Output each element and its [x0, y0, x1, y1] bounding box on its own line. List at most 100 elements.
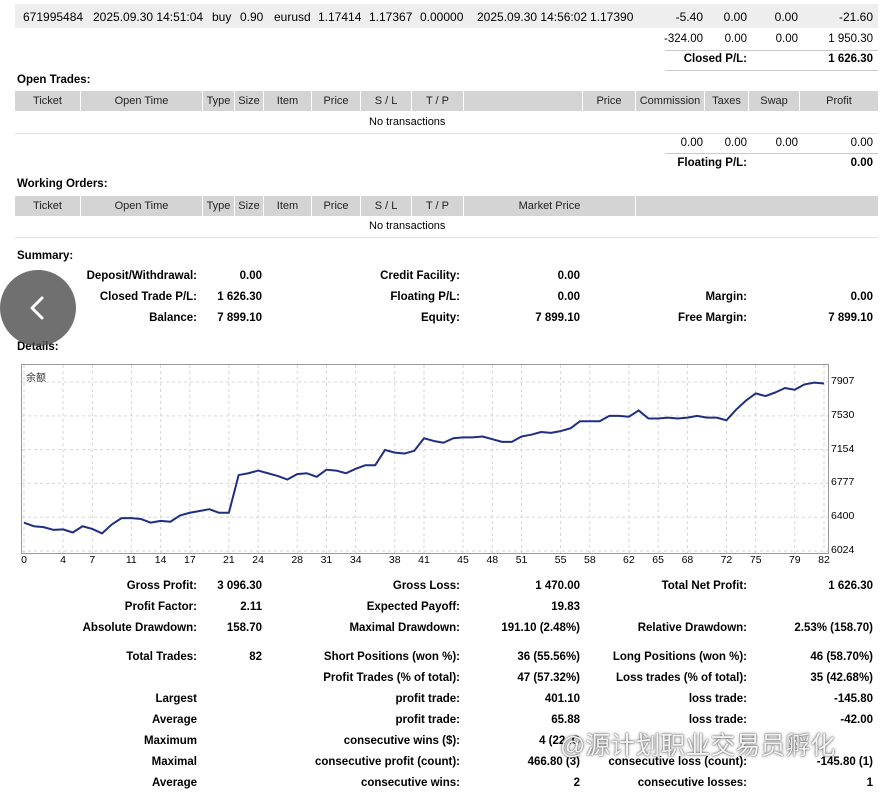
stat-label: Total Net Profit: [661, 580, 747, 592]
stat-label: consecutive loss (count): [608, 756, 747, 768]
working-orders-empty: No transactions [369, 220, 446, 232]
tp-cell: 0.00000 [420, 10, 464, 24]
stat-value: 3 096.30 [217, 580, 262, 592]
commission-cell: -5.40 [675, 10, 703, 24]
y-tick-label: 7530 [831, 408, 855, 421]
stat-value: 2 [573, 777, 580, 789]
col-blank [464, 91, 583, 111]
price-cell: 1.17414 [318, 10, 362, 24]
divider [665, 50, 878, 51]
balance-chart-svg [22, 365, 828, 553]
col-swap: Swap [749, 91, 800, 111]
closed-trade-pl-value: 1 626.30 [217, 291, 262, 303]
divider [665, 70, 878, 71]
stat-label: Profit Factor: [124, 601, 197, 613]
closed-total-commission: -324.00 [663, 33, 703, 45]
margin-value: 0.00 [850, 291, 873, 303]
stat-label: consecutive profit (count): [314, 756, 460, 768]
working-orders-header: Ticket Open Time Type Size Item Price S … [15, 196, 878, 216]
balance-label: Balance: [149, 312, 197, 324]
size-cell: 0.90 [240, 10, 264, 24]
x-tick-label: 75 [749, 554, 762, 566]
open-trades-header: Ticket Open Time Type Size Item Price S … [15, 91, 878, 111]
open-floating-value: 0.00 [850, 157, 873, 169]
col-price: Price [312, 91, 361, 111]
stat-value: -145.80 (1) [816, 756, 873, 768]
col-tp: T / P [412, 196, 464, 216]
margin-label: Margin: [705, 291, 747, 303]
col-profit: Profit [826, 95, 852, 107]
x-tick-label: 55 [554, 554, 567, 566]
stat-label: profit trade: [395, 693, 460, 705]
col-type: Type [203, 91, 235, 111]
stat-value: 47 (57.32%) [517, 672, 580, 684]
stat-label: Long Positions (won %): [612, 651, 747, 663]
col-open-time: Open Time [81, 196, 203, 216]
col-blank [636, 196, 878, 216]
col-ticket: Ticket [15, 91, 81, 111]
close-time-cell: 2025.09.30 14:56:02 [477, 10, 588, 24]
open-total-swap: 0.00 [775, 137, 798, 149]
x-tick-label: 79 [788, 554, 801, 566]
deposit-label: Deposit/Withdrawal: [86, 270, 197, 282]
close-price-cell: 1.17390 [590, 10, 634, 24]
x-tick-label: 4 [60, 554, 66, 566]
closed-pl-label: Closed P/L: [683, 53, 747, 65]
open-trades-empty: No transactions [369, 116, 446, 128]
x-tick-label: 17 [184, 554, 196, 566]
x-tick-label: 65 [652, 554, 664, 566]
col-type: Type [203, 196, 235, 216]
open-total-taxes: 0.00 [724, 137, 747, 149]
free-margin-value: 7 899.10 [828, 312, 873, 324]
sl-cell: 1.17367 [369, 10, 413, 24]
divider [15, 237, 878, 238]
stat-label: Gross Profit: [126, 580, 197, 592]
open-trades-title: Open Trades: [17, 74, 91, 86]
chart-title: 余额 [26, 373, 46, 384]
y-tick-label: 7154 [831, 442, 855, 455]
col-open-time: Open Time [81, 91, 203, 111]
summary-floating-label: Floating P/L: [390, 291, 460, 303]
balance-chart: 余额 [21, 364, 829, 554]
x-tick-label: 7 [89, 554, 96, 566]
col-sl: S / L [361, 196, 412, 216]
stat-label: Maximal Drawdown: [349, 622, 460, 634]
x-tick-label: 51 [515, 554, 528, 566]
stat-label: Profit Trades (% of total): [323, 672, 460, 684]
y-tick-label: 6024 [831, 544, 855, 556]
divider [15, 133, 878, 134]
stat-label: profit trade: [395, 714, 460, 726]
free-margin-label: Free Margin: [677, 312, 747, 324]
col-price: Price [312, 196, 361, 216]
stat-label: Absolute Drawdown: [82, 622, 197, 634]
stat-label: consecutive wins ($): [343, 735, 460, 747]
open-total-commission: 0.00 [680, 137, 703, 149]
chevron-left-icon [30, 296, 44, 320]
x-tick-label: 68 [681, 554, 694, 566]
item-cell: eurusd [274, 10, 311, 24]
col-market-price: Market Price [464, 196, 636, 216]
x-tick-label: 28 [291, 554, 303, 566]
col-item: Item [264, 196, 312, 216]
open-total-profit: 0.00 [850, 137, 873, 149]
x-tick-label: 48 [486, 554, 499, 566]
back-button[interactable] [0, 270, 76, 346]
x-tick-label: 45 [457, 554, 469, 566]
x-tick-label: 31 [320, 554, 333, 566]
ticket-cell: 671995484 [23, 10, 84, 24]
credit-value: 0.00 [557, 270, 580, 282]
stat-value: 46 (58.70%) [810, 651, 873, 663]
stat-value: 19.83 [551, 601, 580, 613]
watermark: @源计划职业交易员孵化 [560, 732, 836, 760]
x-tick-label: 14 [154, 554, 167, 566]
stat-value: 2.11 [240, 601, 262, 613]
credit-label: Credit Facility: [380, 270, 460, 282]
open-floating-label: Floating P/L: [677, 157, 747, 169]
stat-value: 191.10 (2.48%) [501, 622, 580, 634]
balance-value: 7 899.10 [217, 312, 262, 324]
stat-label: consecutive losses: [637, 777, 747, 789]
x-tick-label: 58 [584, 554, 596, 566]
col-ticket: Ticket [15, 196, 81, 216]
x-tick-label: 11 [125, 554, 137, 566]
y-tick-label: 6400 [831, 510, 855, 523]
